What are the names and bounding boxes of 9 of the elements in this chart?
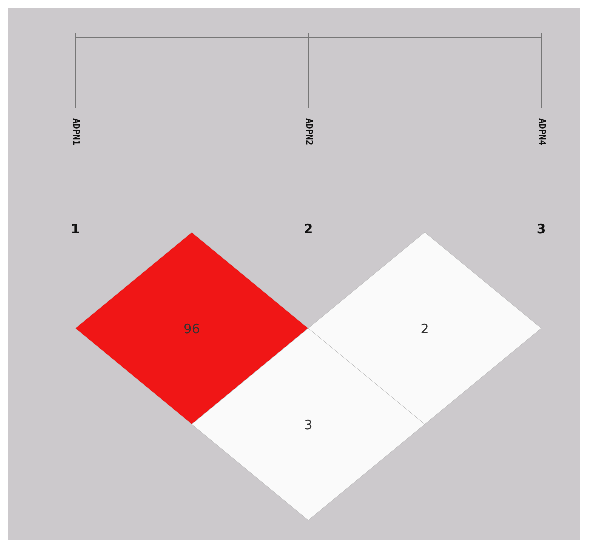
data-label: 96 (184, 322, 200, 338)
data-label: 3 (536, 222, 546, 238)
category-label: ADPN4 (536, 118, 546, 146)
text: 3 (304, 418, 313, 434)
data-label: 2 (304, 222, 314, 238)
category-label: ADPN1 (70, 118, 80, 146)
category-label: ADPN2 (304, 118, 314, 146)
text: 1 (70, 222, 80, 238)
text: 2 (420, 322, 430, 338)
